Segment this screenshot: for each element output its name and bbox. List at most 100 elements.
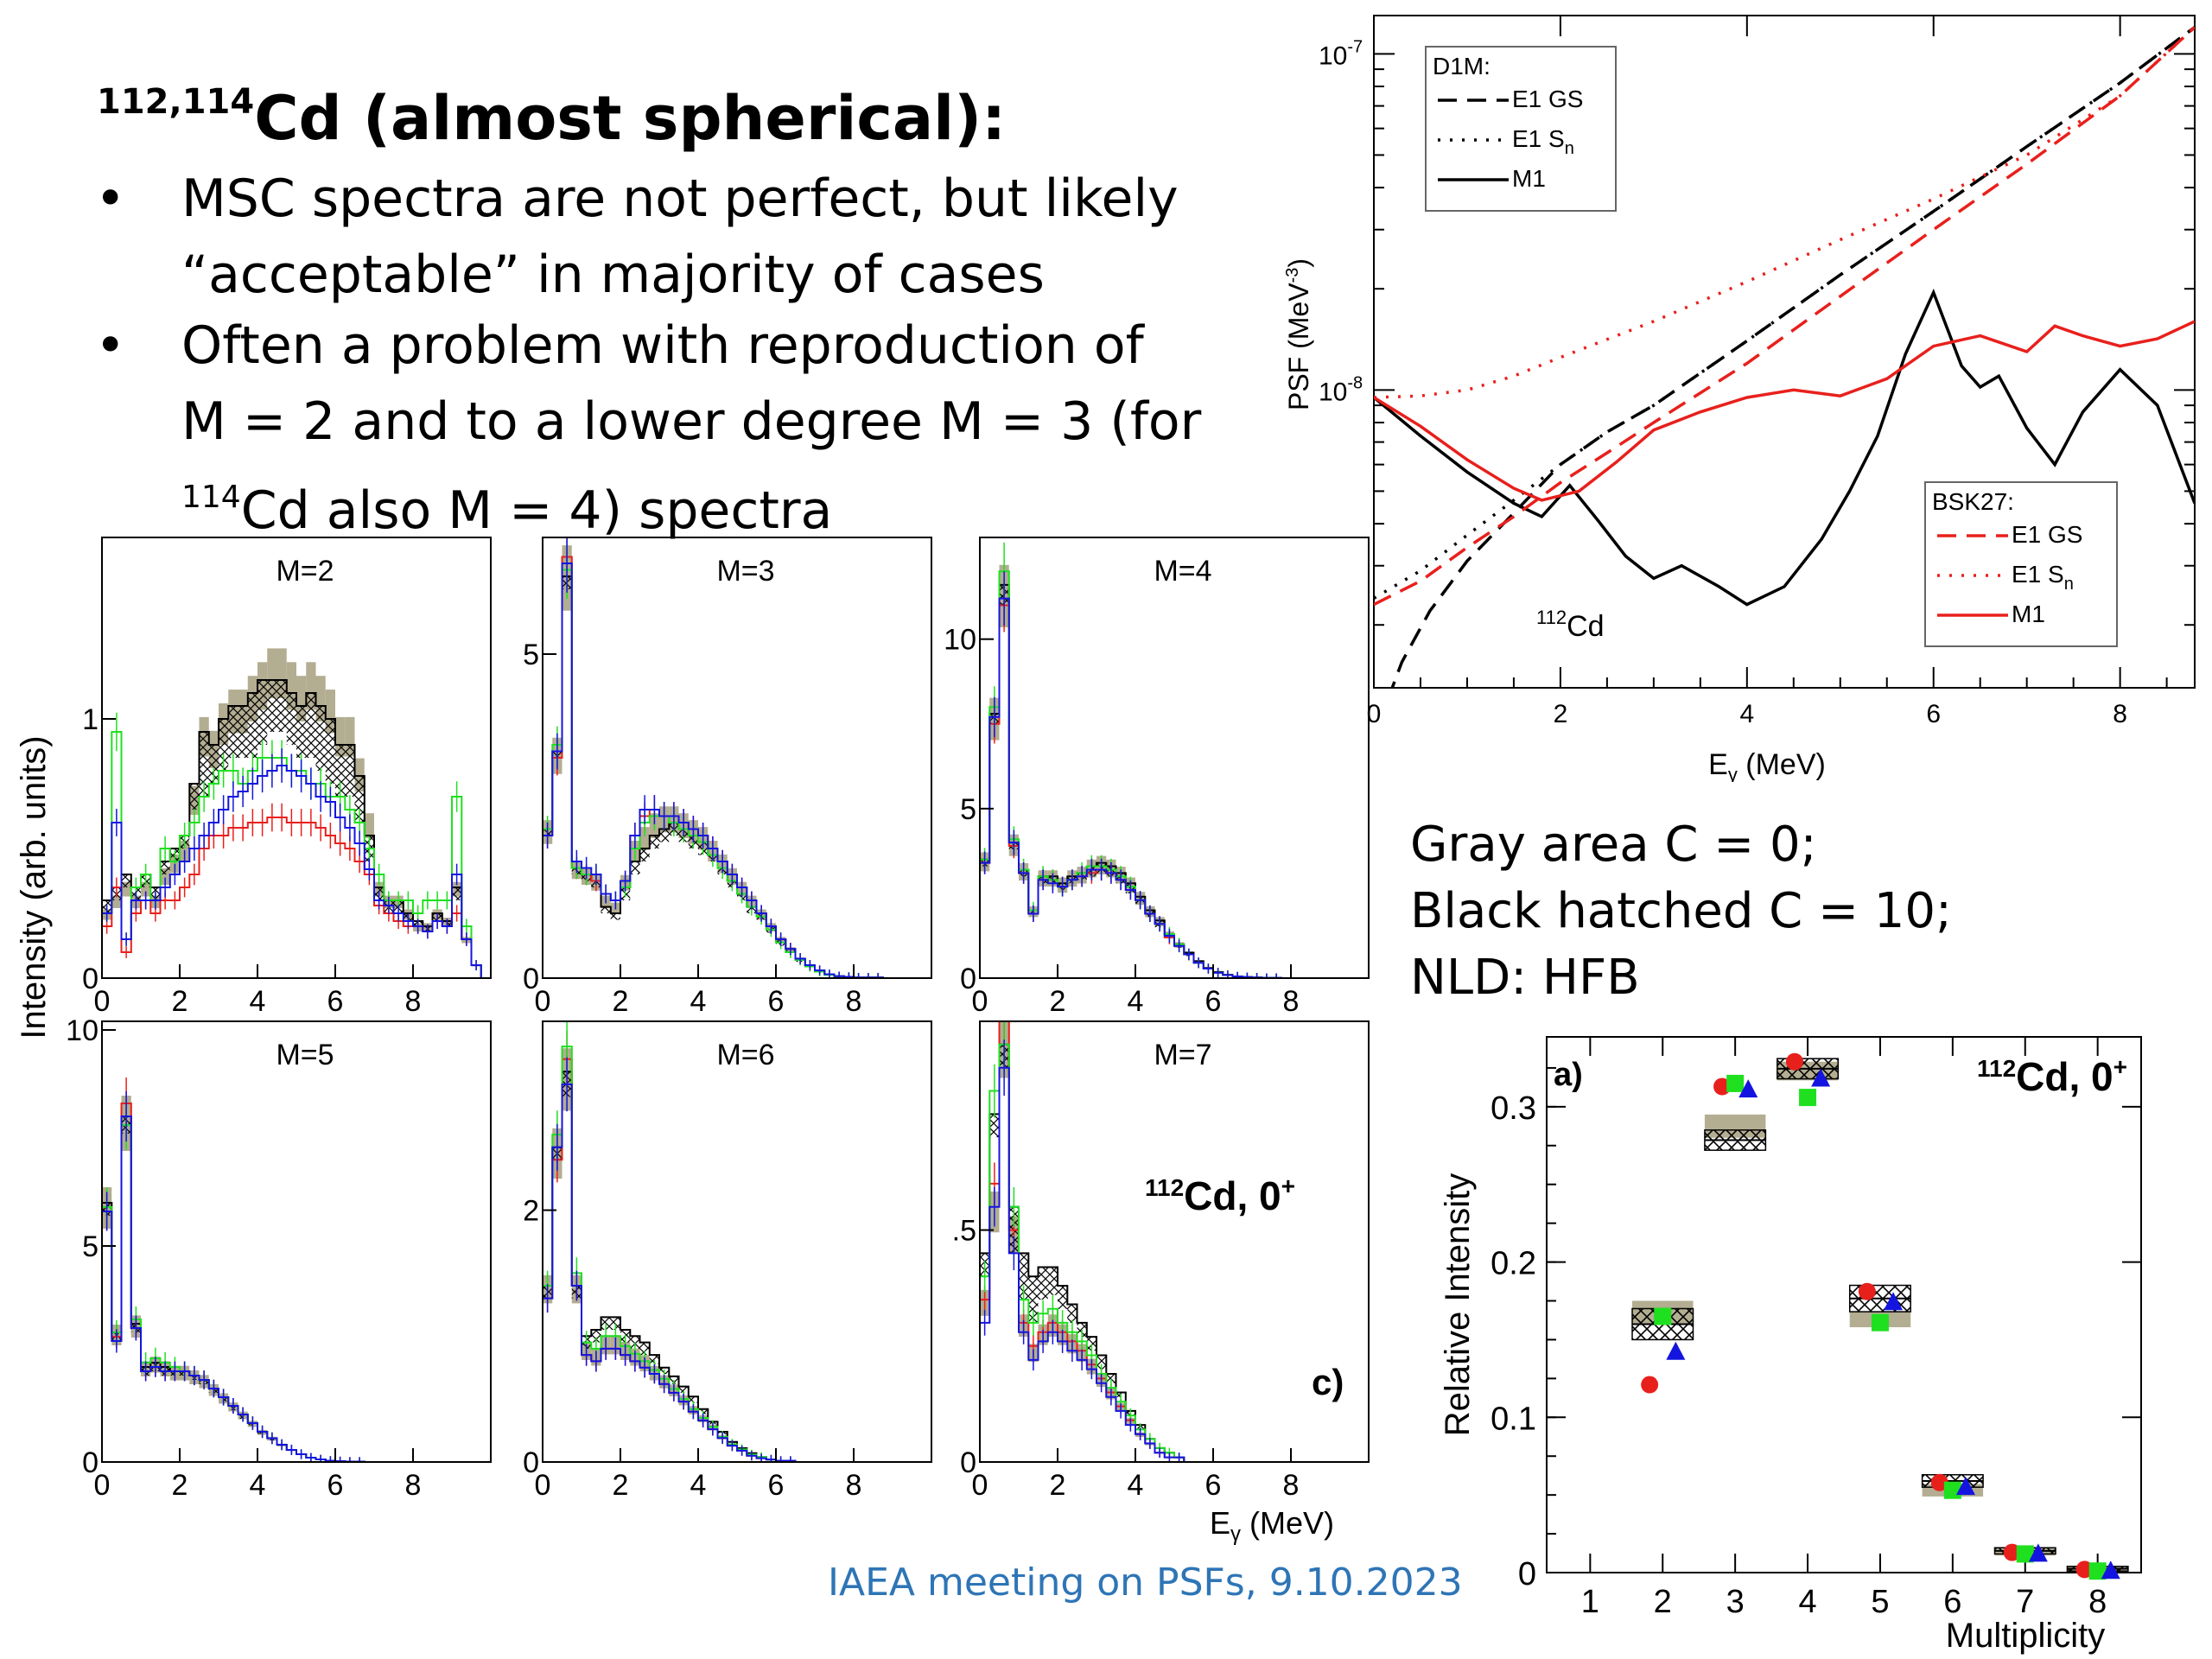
msc-x-tick-label: 2: [1050, 985, 1066, 1018]
msc-hatch-outline: [102, 1116, 481, 1462]
msc-hatched-band: [601, 1317, 611, 1330]
ri-x-tick-label: 1: [1581, 1584, 1599, 1620]
msc-series-blue: [543, 1083, 922, 1462]
msc-hatched-band: [989, 1114, 1000, 1138]
msc-series-green: [980, 1043, 1359, 1462]
msc-panel-title: M=3: [716, 555, 774, 588]
msc-hatched-band: [345, 745, 355, 797]
msc-gray-band: [364, 813, 374, 838]
mass-number: 114: [181, 480, 241, 515]
msc-gray-band: [160, 868, 170, 885]
ri-point-triangle: [1811, 1068, 1831, 1087]
psf-x-tick-label: 2: [1554, 700, 1568, 728]
tick-exponent: -8: [1347, 373, 1363, 392]
psf-legend-label: M1: [1512, 165, 1546, 192]
msc-x-tick-label: 2: [613, 985, 629, 1018]
msc-hatched-band: [610, 1317, 620, 1330]
msc-panel-title: M=5: [276, 1039, 334, 1071]
psf-series-line: [1374, 320, 2195, 502]
msc-y-tick-label: 5: [82, 1230, 99, 1263]
msc-panel-title: M=7: [1154, 1039, 1211, 1071]
msc-y-tick-label: 1: [82, 703, 99, 736]
msc-gray-band: [325, 690, 335, 734]
mass-number: 112: [1977, 1055, 2016, 1082]
msc-x-tick-label: 0: [535, 985, 551, 1018]
ri-point-square: [1726, 1074, 1745, 1092]
msc-y-tick-label: 5: [960, 793, 976, 826]
msc-x-tick-label: 6: [768, 985, 785, 1018]
mass-number: 112: [1145, 1174, 1184, 1201]
msc-x-tick-label: 6: [768, 1469, 785, 1502]
msc-x-tick-label: 4: [1128, 1469, 1144, 1502]
psf-series-line: [1374, 26, 2195, 600]
axis-label-unit: (MeV): [1241, 1505, 1334, 1541]
msc-x-tick-label: 8: [405, 985, 422, 1018]
msc-panel-plot: [980, 542, 1359, 978]
ri-point-circle: [2003, 1543, 2021, 1561]
psf-x-axis-label: Eγ (MeV): [1708, 748, 1826, 782]
msc-hatched-band: [276, 680, 287, 732]
ri-y-axis-label: Relative Intensity: [1439, 1173, 1477, 1437]
msc-gray-band: [306, 662, 316, 710]
psf-legend-box: [1924, 481, 2118, 647]
axis-label-superscript: -3: [1283, 268, 1302, 283]
msc-gray-band: [121, 881, 131, 897]
msc-y-tick-label: 0: [82, 963, 99, 995]
msc-hatched-band: [1086, 1337, 1096, 1351]
msc-y-tick-label: 0: [960, 963, 976, 995]
msc-hatched-band: [630, 861, 640, 874]
msc-hatched-band: [238, 706, 248, 758]
msc-panel-plot: [980, 1021, 1359, 1462]
msc-x-tick-label: 8: [846, 1469, 862, 1502]
msc-panel-title: M=2: [276, 555, 334, 588]
psf-chart: 10-810-70 2 4 6 8Eγ (MeV)PSF (MeV-3)D1M:E1 G…: [1283, 15, 2196, 782]
msc-panel-frame: [542, 537, 932, 979]
msc-hatched-band: [121, 874, 131, 887]
msc-panel-plot: [102, 648, 482, 978]
msc-gray-band: [354, 758, 365, 791]
ri-point-circle: [1930, 1473, 1948, 1491]
msc-hatched-band: [649, 1355, 659, 1364]
title-mass-number: 112,114: [97, 82, 255, 122]
psf-y-axis-label: PSF (MeV-3): [1283, 258, 1314, 410]
msc-x-tick-label: 4: [250, 985, 266, 1018]
msc-x-tick-label: 4: [250, 1469, 266, 1502]
psf-x-tick-label: 0: [1367, 700, 1382, 728]
ri-x-tick-label: 2: [1654, 1584, 1672, 1620]
ri-point-circle: [1858, 1282, 1876, 1300]
mass-number: 112: [1536, 607, 1567, 628]
msc-x-tick-label: 2: [613, 1469, 629, 1502]
psf-nucleus-label: 112Cd: [1536, 607, 1605, 643]
ri-x-tick-label: 7: [2016, 1584, 2034, 1620]
ri-point-square: [1871, 1313, 1889, 1332]
ri-y-tick-label: 0.1: [1491, 1401, 1536, 1437]
axis-label-subscript: γ: [1728, 764, 1738, 782]
msc-hatched-band: [199, 732, 209, 797]
msc-hatched-band: [1106, 1374, 1116, 1383]
msc-series-blue: [543, 563, 922, 978]
msc-panel-plot: [543, 1021, 922, 1462]
msc-gray-band: [639, 827, 650, 850]
psf-legend-label: M1: [2012, 601, 2045, 627]
msc-x-tick-label: 8: [1283, 1469, 1300, 1502]
msc-series-red: [543, 1058, 922, 1462]
psf-legend-label: E1 GS: [1512, 86, 1583, 112]
psf-series-line: [1374, 26, 2195, 399]
msc-hatched-band: [1028, 1276, 1039, 1323]
bullet-2: • Often a problem with reproduction of M…: [95, 308, 1201, 549]
ri-y-tick-label: 0: [1518, 1556, 1536, 1592]
msc-y-tick-label: 2: [523, 1195, 539, 1228]
msc-panel-plot: [543, 537, 922, 978]
msc-hatched-band: [315, 706, 326, 771]
msc-panel-plot: [102, 1077, 481, 1462]
msc-series-blue: [102, 765, 482, 978]
msc-hatched-band: [630, 1336, 640, 1349]
bullet-2-line-1: Often a problem with reproduction of: [181, 315, 1144, 376]
msc-gray-band: [296, 676, 307, 721]
msc-y-tick-label: 0: [523, 1446, 539, 1479]
spin-parity: +: [1281, 1173, 1295, 1199]
bullet-2-line-3-text: Cd also M = 4) spectra: [240, 480, 833, 541]
msc-hatched-band: [267, 680, 277, 732]
msc-x-axis-label: Eγ (MeV): [1210, 1505, 1334, 1546]
psf-legend-label: E1 GS: [2012, 521, 2082, 548]
